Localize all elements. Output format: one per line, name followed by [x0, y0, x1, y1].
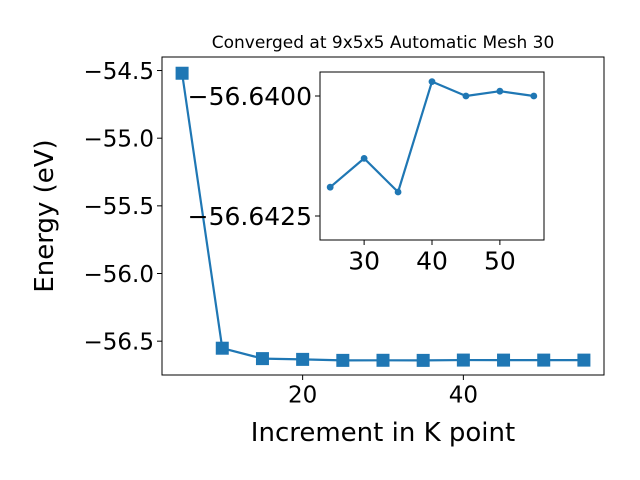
main-data-point	[497, 353, 511, 367]
main-data-point	[215, 341, 229, 355]
inset-series	[326, 78, 538, 196]
inset-data-point	[496, 87, 504, 95]
inset-data-point	[462, 92, 470, 100]
main-data-point	[416, 353, 430, 367]
inset-data-point	[530, 92, 538, 100]
main-data-point	[175, 66, 189, 80]
main-y-tick-label: −55.5	[84, 194, 154, 220]
chart-title: Converged at 9x5x5 Automatic Mesh 30	[212, 33, 555, 53]
main-data-point	[456, 353, 470, 367]
inset-data-point	[360, 155, 368, 162]
inset-x-tick-label: 50	[484, 246, 516, 275]
main-data-point	[376, 353, 390, 367]
inset-x-tick-label: 40	[416, 246, 448, 275]
y-axis-label: Energy (eV)	[30, 139, 60, 292]
inset-ticks: 30 40 50 −56.6425 −56.6400	[188, 82, 516, 275]
x-axis-label: Increment in K point	[251, 418, 515, 448]
main-data-point	[255, 352, 269, 366]
main-y-tick-label: −56.5	[84, 329, 154, 355]
main-data-point	[336, 353, 350, 367]
main-y-tick-label: −54.5	[84, 59, 154, 85]
main-ticks: 20 40 −56.5 −56.0 −55.5 −55.0 −54.5	[84, 59, 478, 409]
main-data-point	[296, 352, 310, 366]
main-x-tick-label: 20	[288, 383, 317, 409]
main-data-point	[577, 353, 591, 367]
main-y-tick-label: −55.0	[84, 126, 154, 152]
inset-y-tick-label: −56.6425	[188, 202, 312, 231]
main-plot-area	[161, 56, 605, 376]
main-series	[175, 66, 591, 367]
main-x-tick-label: 40	[449, 383, 478, 409]
inset-data-point	[326, 183, 334, 191]
inset-x-tick-label: 30	[348, 246, 380, 275]
inset-plot-background	[320, 72, 544, 240]
inset-data-point	[394, 188, 402, 196]
main-y-tick-label: −56.0	[84, 262, 154, 288]
main-data-point	[537, 353, 551, 367]
inset-data-point	[428, 78, 436, 85]
inset-y-tick-label: −56.6400	[188, 82, 312, 111]
